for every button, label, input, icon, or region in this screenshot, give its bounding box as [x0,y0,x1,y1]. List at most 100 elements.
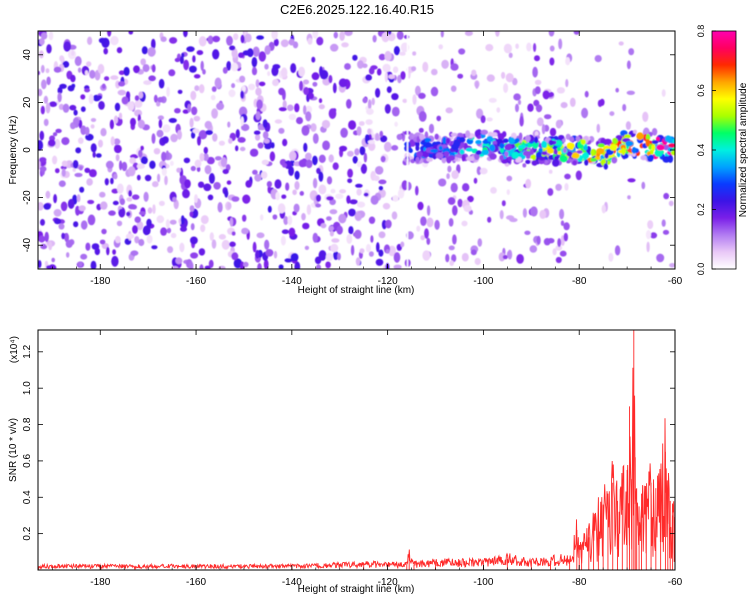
spectrogram-cell [54,138,61,149]
signal-band-cell [443,151,450,158]
spectrogram-cell [445,253,450,263]
y-tick-label: -20 [22,190,33,205]
spectrogram-cell [596,123,601,133]
spectrogram-cell [315,203,322,208]
spectrogram-cell [656,253,665,263]
spectrogram-cell [101,83,106,89]
spectrogram-cell [320,223,327,229]
spectrogram-cell [661,89,666,97]
spectrogram-cell [257,263,262,269]
spectrogram-cell [267,71,271,77]
spectrogram-cell [52,155,58,165]
spectrogram-cell [109,119,114,130]
spectrogram-cell [370,235,374,243]
spectrogram-cell [233,33,239,41]
spectrogram-cell [627,195,631,200]
spectrogram-cell [467,195,474,203]
spectrogram-cell [501,71,506,79]
spectrogram-cell [339,31,345,41]
spectrogram-cell [217,202,223,213]
spectrogram-cell [77,67,82,73]
spectrogram-cell [294,170,300,180]
spectrogram-cell [198,130,208,140]
spectrogram-cell [248,83,256,91]
signal-band-cell [590,158,597,162]
spectrogram-cell [563,232,568,242]
spectrogram-cell [113,173,118,180]
signal-band-cell [575,135,581,142]
spectrogram-cell [512,77,518,86]
signal-band-cell [552,159,560,167]
spectrogram-cell [288,38,295,46]
spectrogram-cell [179,242,185,253]
spectrogram-cell [618,41,624,46]
spectrogram-cell [296,117,303,125]
spectrogram-cell [107,31,112,37]
spectrogram-cell [183,157,191,164]
spectrogram-cell [84,126,90,136]
spectrogram-cell [275,191,280,201]
spectrogram-cell [264,63,269,70]
signal-band-cell [580,139,587,145]
spectrogram-cell [522,208,528,218]
spectrogram-cell [72,167,76,172]
spectrogram-cell [128,190,133,197]
spectrogram-cell [85,242,91,251]
spectrogram-cell [282,162,287,168]
spectrogram-cell [177,89,183,94]
spectrogram-cell [63,41,71,52]
spectrogram-cell [104,76,110,81]
signal-band-cell [529,148,534,156]
spectrogram-cell [270,142,275,149]
spectrogram-cell [555,245,563,251]
spectrogram-cell [352,156,358,164]
spectrogram-cell [393,46,400,56]
signal-band-cell [415,156,420,164]
signal-band-cell [596,148,605,155]
signal-band-cell [480,129,489,135]
spectrogram-cell [183,31,188,38]
spectrogram-cell [138,238,145,247]
spectrogram-cell [147,47,156,57]
spectrogram-cell [171,265,179,269]
spectrogram-cell [272,79,279,87]
spectrogram-cell [71,83,76,89]
spectrogram-cell [40,105,45,115]
spectrogram-cell [534,86,541,95]
signal-band-cell [562,147,568,154]
spectrogram-cell [487,216,492,223]
spectrogram-cell [450,85,457,92]
spectrogram-cell [146,234,153,244]
spectrogram-cell [641,181,646,190]
signal-band-cell [475,140,482,145]
signal-band-cell [407,147,413,152]
spectrogram-cell [340,127,348,138]
spectrogram-cell [62,61,70,68]
spectrogram-cell [148,75,156,82]
spectrogram-cell [346,234,353,244]
spectrogram-cell [272,64,281,70]
spectrogram-cell [471,69,477,77]
signal-band-cell [499,154,504,161]
signal-band-cell [624,134,631,139]
spectrogram-cell [281,194,287,199]
signal-band-cell [466,156,475,162]
spectrogram-cell [170,133,178,143]
signal-band-cell [670,150,675,156]
spectrogram-cell [420,216,427,226]
spectrogram-cell [191,106,198,116]
spectrogram-cell [426,217,434,228]
spectrogram-cell [541,123,546,135]
spectrogram-cell [426,205,431,216]
signal-band-cell [554,140,563,148]
spectrogram-cell [255,133,261,141]
spectrogram-cell [441,59,449,69]
spectrogram-cell [448,245,455,251]
spectrogram-cell [208,259,214,268]
spectrogram-cell [267,185,272,194]
spectrogram-cell [238,52,245,58]
spectrogram-cell [38,159,41,170]
snr-xlabel: Height of straight line (km) [298,584,415,595]
spectrogram-cell [52,132,58,137]
spectrogram-cell [118,70,125,75]
